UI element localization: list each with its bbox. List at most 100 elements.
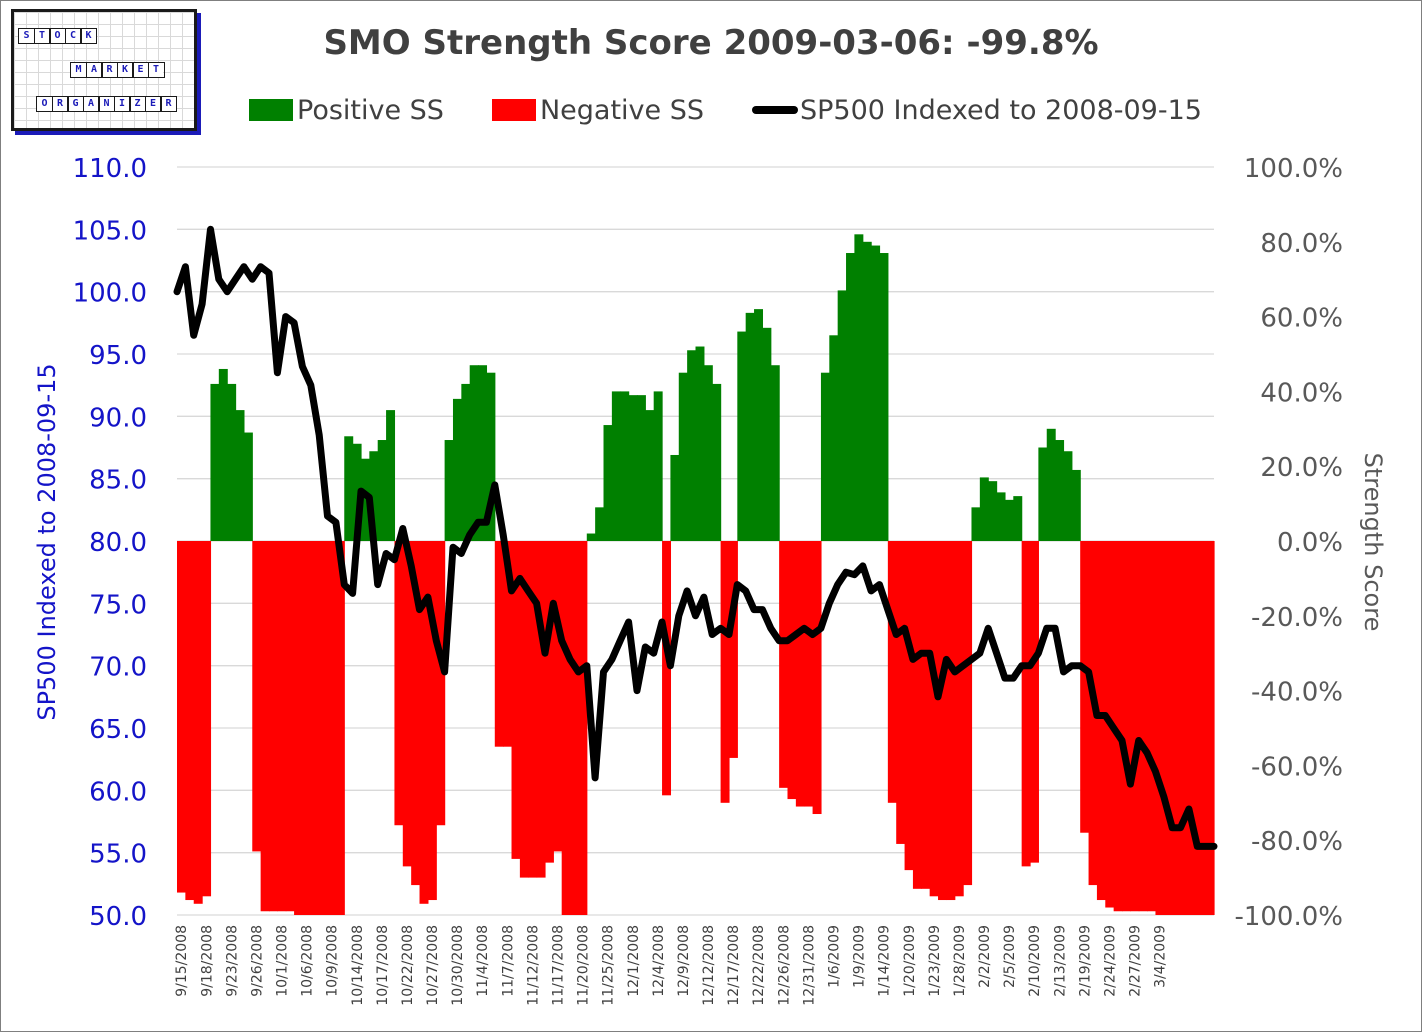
negative-ss-bar: [896, 541, 906, 844]
positive-ss-bar: [754, 309, 764, 541]
negative-ss-bar: [1130, 541, 1140, 912]
negative-ss-bar: [1122, 541, 1131, 912]
x-axis-tick-label: 9/18/2008: [199, 925, 215, 997]
x-axis-tick-label: 2/5/2009: [1002, 925, 1018, 988]
x-axis-tick-label: 2/24/2009: [1103, 925, 1119, 997]
x-axis-tick-label: 12/12/2008: [701, 925, 717, 1006]
negative-ss-bar: [728, 541, 738, 758]
negative-ss-bar: [1096, 541, 1106, 901]
negative-ss-bar: [954, 541, 964, 897]
x-axis-tick-label: 10/14/2008: [350, 925, 366, 1006]
x-axis-tick-label: 9/23/2008: [224, 925, 240, 997]
negative-ss-bar: [938, 541, 947, 901]
positive-ss-bar: [645, 410, 655, 541]
negative-ss-bar: [553, 541, 563, 852]
positive-ss-bar: [628, 395, 638, 541]
x-axis-tick-label: 12/4/2008: [651, 925, 667, 997]
positive-ss-bar: [595, 507, 605, 541]
right-axis-tick-label: -100.0%: [1234, 902, 1343, 932]
positive-ss-bar: [837, 290, 847, 541]
negative-ss-bar: [202, 541, 212, 897]
x-axis-tick-label: 2/19/2009: [1077, 925, 1093, 997]
positive-ss-bar: [444, 440, 454, 541]
negative-ss-bar: [912, 541, 922, 889]
positive-ss-bar: [1046, 428, 1056, 541]
chart-legend: Positive SS Negative SS SP500 Indexed to…: [249, 93, 1250, 127]
positive-ss-bar: [846, 253, 855, 541]
negative-ss-bar: [1021, 541, 1031, 867]
negative-ss-bar: [1030, 541, 1039, 863]
positive-ss-bar: [1013, 496, 1023, 541]
positive-ss-bar: [469, 365, 479, 541]
left-axis-tick-label: 90.0: [89, 403, 147, 433]
negative-ss-bar: [787, 541, 797, 800]
right-axis-tick-label: -20.0%: [1251, 603, 1343, 633]
positive-ss-bar: [854, 234, 864, 541]
left-axis-tick-label: 55.0: [89, 840, 147, 870]
negative-ss-bar: [511, 541, 521, 859]
positive-ss-bar: [829, 335, 839, 541]
negative-ss-bar: [1113, 541, 1123, 912]
x-axis-tick-label: 11/17/2008: [551, 925, 567, 1006]
positive-ss-bar: [452, 398, 462, 541]
x-axis-tick-label: 1/28/2009: [952, 925, 968, 997]
right-axis-tick-label: 0.0%: [1277, 528, 1343, 558]
x-axis-tick-label: 12/31/2008: [801, 925, 817, 1006]
legend-label-negative: Negative SS: [539, 94, 704, 126]
left-axis-tick-label: 70.0: [89, 653, 147, 683]
right-axis-tick-label: -40.0%: [1251, 678, 1343, 708]
x-axis-tick-label: 2/27/2009: [1128, 925, 1144, 997]
positive-ss-bar: [611, 391, 621, 541]
x-axis-tick-label: 11/25/2008: [601, 925, 617, 1006]
x-axis-tick-label: 9/26/2008: [249, 925, 265, 997]
negative-ss-bar: [804, 541, 814, 807]
x-axis-tick-label: 12/17/2008: [726, 925, 742, 1006]
x-axis-tick-label: 9/15/2008: [174, 925, 190, 997]
x-axis-tick-label: 10/1/2008: [275, 925, 291, 997]
x-axis-tick-label: 1/14/2009: [877, 925, 893, 997]
negative-ss-bar: [319, 541, 329, 915]
negative-ss-bar: [411, 541, 421, 886]
x-axis-tick-label: 2/2/2009: [977, 925, 993, 988]
negative-ss-bar: [285, 541, 295, 912]
positive-ss-bar: [620, 391, 630, 541]
negative-ss-bar: [302, 541, 312, 915]
negative-ss-bar: [963, 541, 973, 886]
positive-ss-bar: [603, 425, 613, 541]
x-axis-tick-label: 10/17/2008: [375, 925, 391, 1006]
negative-ss-bar: [268, 541, 278, 912]
negative-ss-bar: [252, 541, 262, 852]
positive-ss-bar: [461, 383, 471, 541]
negative-ss-bar: [887, 541, 897, 803]
x-axis-tick-label: 11/4/2008: [475, 925, 491, 997]
legend-item-negative: Negative SS: [491, 94, 704, 126]
x-axis-tick-label: 10/9/2008: [325, 925, 341, 997]
x-axis-tick-label: 2/13/2009: [1052, 925, 1068, 997]
negative-ss-bar: [720, 541, 730, 803]
negative-ss-bar: [921, 541, 931, 889]
negative-ss-bar: [561, 541, 571, 915]
left-axis-tick-label: 75.0: [89, 590, 147, 620]
positive-ss-bar: [712, 383, 722, 541]
negative-ss-bar: [335, 541, 345, 915]
legend-swatch-sp500: [751, 106, 798, 114]
negative-ss-bar: [310, 541, 320, 915]
x-axis-tick-label: 10/30/2008: [450, 925, 466, 1006]
positive-ss-bar: [670, 454, 680, 541]
negative-ss-bar: [177, 541, 186, 893]
positive-ss-bar: [745, 312, 755, 541]
positive-ss-bar: [678, 372, 688, 541]
negative-ss-bar: [503, 541, 513, 747]
negative-ss-bar: [528, 541, 538, 878]
positive-ss-bar: [1063, 451, 1073, 541]
x-axis-tick-label: 11/20/2008: [576, 925, 592, 1006]
legend-item-sp500: SP500 Indexed to 2008-09-15: [751, 95, 1202, 126]
negative-ss-bar: [294, 541, 304, 915]
positive-ss-bar: [235, 410, 245, 541]
left-axis-tick-label: 100.0: [73, 279, 147, 309]
negative-ss-bar: [544, 541, 554, 863]
x-axis-tick-label: 3/4/2009: [1153, 925, 1169, 988]
